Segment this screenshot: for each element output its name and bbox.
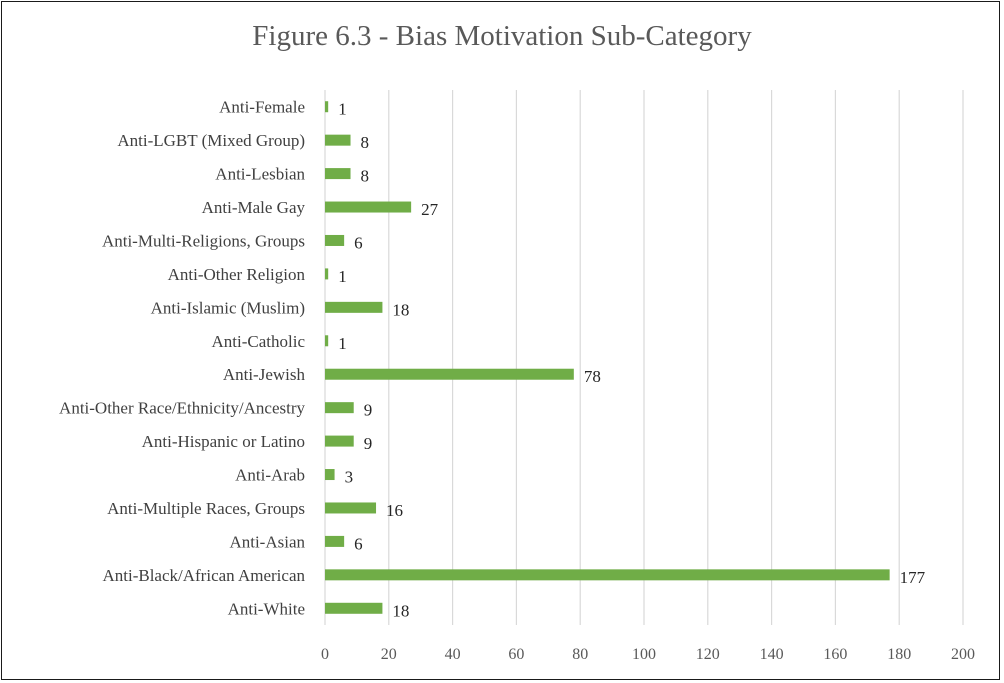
chart-title: Figure 6.3 - Bias Motivation Sub-Categor… <box>252 20 752 52</box>
category-label: Anti-Lesbian <box>215 165 305 184</box>
category-label: Anti-Female <box>219 98 305 117</box>
bar <box>325 268 329 280</box>
x-tick-label: 200 <box>951 646 975 663</box>
x-tick-label: 100 <box>632 646 656 663</box>
category-label: Anti-Other Religion <box>168 265 306 284</box>
bar <box>325 402 354 414</box>
category-label: Anti-Black/African American <box>102 566 305 585</box>
bar <box>325 134 351 146</box>
data-label: 8 <box>361 133 370 152</box>
bar <box>325 101 329 113</box>
category-label: Anti-Jewish <box>223 365 306 384</box>
data-label: 3 <box>345 468 354 487</box>
category-label: Anti-Catholic <box>212 332 306 351</box>
bar <box>325 201 412 213</box>
x-tick-label: 180 <box>887 646 911 663</box>
data-label: 177 <box>900 568 926 587</box>
category-label: Anti-Hispanic or Latino <box>142 432 305 451</box>
data-label: 8 <box>361 167 370 186</box>
data-label: 1 <box>338 267 347 286</box>
bar <box>325 301 383 313</box>
data-label: 1 <box>338 334 347 353</box>
data-label: 16 <box>386 501 403 520</box>
bar <box>325 368 574 380</box>
category-label: Anti-LGBT (Mixed Group) <box>117 131 305 150</box>
bar <box>325 535 345 547</box>
x-tick-label: 80 <box>572 646 588 663</box>
x-tick-label: 20 <box>381 646 397 663</box>
data-label: 9 <box>364 401 373 420</box>
x-tick-label: 60 <box>508 646 524 663</box>
x-tick-label: 140 <box>760 646 784 663</box>
category-label: Anti-Multiple Races, Groups <box>107 499 305 518</box>
x-tick-label: 40 <box>445 646 461 663</box>
category-label: Anti-Arab <box>235 466 305 485</box>
bar <box>325 168 351 180</box>
category-label: Anti-Islamic (Muslim) <box>151 298 305 317</box>
category-label: Anti-Male Gay <box>202 198 306 217</box>
data-label: 18 <box>392 300 409 319</box>
bar <box>325 469 335 481</box>
bar <box>325 569 890 581</box>
category-label: Anti-Asian <box>229 532 305 551</box>
bar <box>325 435 354 447</box>
category-labels: Anti-Female Anti-LGBT (Mixed Group) Anti-L… <box>59 98 305 619</box>
bar <box>325 502 377 514</box>
x-tick-label: 160 <box>823 646 847 663</box>
bar <box>325 602 383 614</box>
data-label: 18 <box>392 601 409 620</box>
data-label: 6 <box>354 233 363 252</box>
x-tick-label: 0 <box>321 646 329 663</box>
data-label: 78 <box>584 367 601 386</box>
data-label: 1 <box>338 100 347 119</box>
data-label: 27 <box>421 200 439 219</box>
bar <box>325 234 345 246</box>
gridlines <box>324 90 964 625</box>
x-tick-label: 120 <box>696 646 720 663</box>
category-label: Anti-Other Race/Ethnicity/Ancestry <box>59 399 305 418</box>
data-label: 9 <box>364 434 373 453</box>
x-tick-labels: 0 20 40 60 80 100 120 140 160 180 200 <box>321 646 975 663</box>
category-label: Anti-Multi-Religions, Groups <box>102 231 305 250</box>
bars <box>325 101 890 614</box>
bar <box>325 335 329 347</box>
data-label: 6 <box>354 534 363 553</box>
category-label: Anti-White <box>228 599 305 618</box>
